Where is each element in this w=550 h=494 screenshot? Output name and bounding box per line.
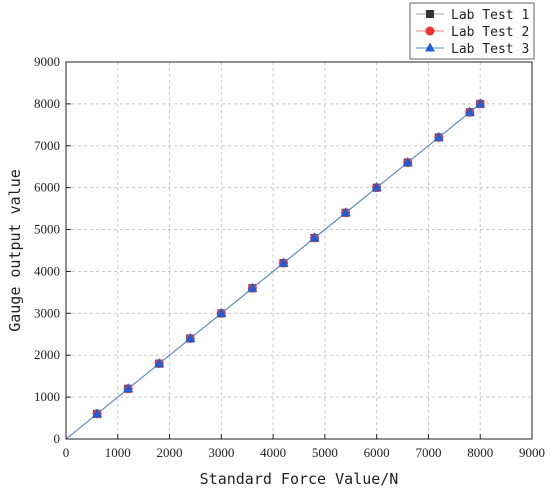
series-group <box>65 98 486 440</box>
legend-marker <box>425 26 435 36</box>
y-tick-label: 4000 <box>34 263 60 278</box>
y-tick-label: 8000 <box>34 96 60 111</box>
series-3-point <box>278 257 289 267</box>
x-tick-label: 0 <box>63 445 70 460</box>
x-axis-title: Standard Force Value/N <box>200 470 399 488</box>
legend: Lab Test 1 Lab Test 2 Lab Test 3 <box>409 2 535 60</box>
series-3-point <box>371 182 382 192</box>
series-3-point <box>309 232 320 242</box>
x-tick-label: 5000 <box>312 445 338 460</box>
series-3 <box>65 98 486 440</box>
x-tick-label: 7000 <box>415 445 441 460</box>
x-tick-label: 1000 <box>105 445 131 460</box>
series-3-point <box>475 98 486 108</box>
y-tick-label: 2000 <box>34 347 60 362</box>
series-3-point <box>433 131 444 141</box>
series-3-point <box>123 383 134 393</box>
x-tick-label: 2000 <box>157 445 183 460</box>
y-tick-label: 6000 <box>34 180 60 195</box>
series-3-point <box>464 106 475 116</box>
axis-ticks: 0 1000 2000 3000 4000 5000 6000 7000 8000 9000 0 10… <box>34 54 545 460</box>
legend-label: Lab Test 1 <box>451 8 529 23</box>
legend-label: Lab Test 3 <box>451 42 529 57</box>
series-3-point <box>340 207 351 217</box>
y-tick-label: 1000 <box>34 389 60 404</box>
x-tick-label: 8000 <box>467 445 493 460</box>
series-3-point <box>154 358 165 368</box>
series-3-point <box>92 408 103 418</box>
legend-marker <box>425 42 435 52</box>
x-tick-label: 4000 <box>260 445 286 460</box>
legend-label: Lab Test 2 <box>451 25 529 40</box>
x-tick-label: 9000 <box>519 445 545 460</box>
y-tick-label: 5000 <box>34 222 60 237</box>
series-3-point <box>247 282 258 292</box>
x-tick-label: 3000 <box>208 445 234 460</box>
y-axis-title: Gauge output value <box>6 169 24 332</box>
series-3-point <box>402 157 413 167</box>
legend-marker <box>426 10 434 18</box>
y-tick-label: 7000 <box>34 138 60 153</box>
plot-frame <box>65 61 533 440</box>
y-tick-label: 0 <box>54 431 61 446</box>
y-tick-label: 3000 <box>34 305 60 320</box>
gridlines <box>66 62 532 439</box>
series-3-point <box>216 307 227 317</box>
series-3-point <box>185 332 196 342</box>
x-tick-label: 6000 <box>364 445 390 460</box>
y-tick-label: 9000 <box>34 54 60 69</box>
